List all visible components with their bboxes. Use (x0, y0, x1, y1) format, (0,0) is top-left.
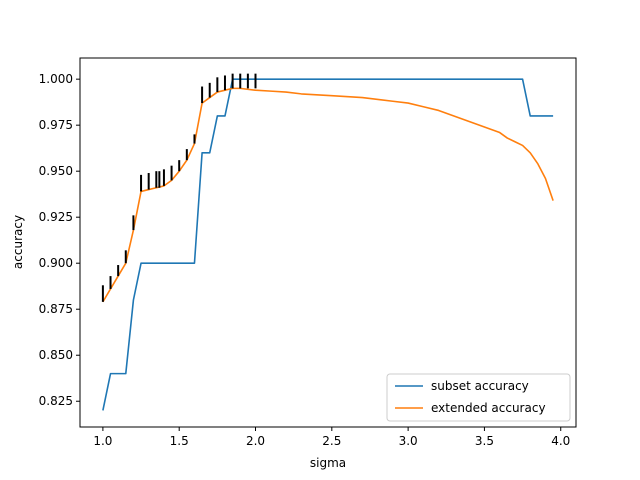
x-axis-label: sigma (310, 456, 346, 470)
x-tick-label: 3.5 (475, 434, 494, 448)
plot-frame (79, 57, 577, 428)
y-axis: 0.825 0.850 0.875 0.900 0.925 0.950 0.975 1.000 (39, 72, 80, 408)
legend-label-extended: extended accuracy (431, 401, 546, 415)
y-tick-label: 0.850 (39, 348, 73, 362)
x-tick-label: 2.5 (322, 434, 341, 448)
y-tick-label: 0.950 (39, 164, 73, 178)
y-axis-label: accuracy (11, 215, 25, 269)
y-tick-label: 0.925 (39, 210, 73, 224)
error-bar-layer (101, 73, 257, 302)
x-tick-label: 2.0 (246, 434, 265, 448)
y-tick-label: 0.975 (39, 118, 73, 132)
legend-label-subset: subset accuracy (431, 379, 529, 393)
x-axis: 1.0 1.5 2.0 2.5 3.0 3.5 4.0 (93, 427, 570, 448)
x-tick-label: 4.0 (551, 434, 570, 448)
series-layer (102, 78, 554, 411)
y-tick-label: 0.825 (39, 394, 73, 408)
x-tick-label: 1.0 (93, 434, 112, 448)
legend: subset accuracy extended accuracy (386, 373, 571, 422)
series-line-subset-accuracy (102, 78, 554, 411)
plot-area (80, 58, 576, 427)
series-line-extended-accuracy (102, 87, 554, 303)
y-tick-label: 1.000 (39, 72, 73, 86)
x-tick-label: 1.5 (170, 434, 189, 448)
y-tick-label: 0.900 (39, 256, 73, 270)
x-tick-label: 3.0 (399, 434, 418, 448)
y-tick-label: 0.875 (39, 302, 73, 316)
legend-box (386, 373, 571, 422)
